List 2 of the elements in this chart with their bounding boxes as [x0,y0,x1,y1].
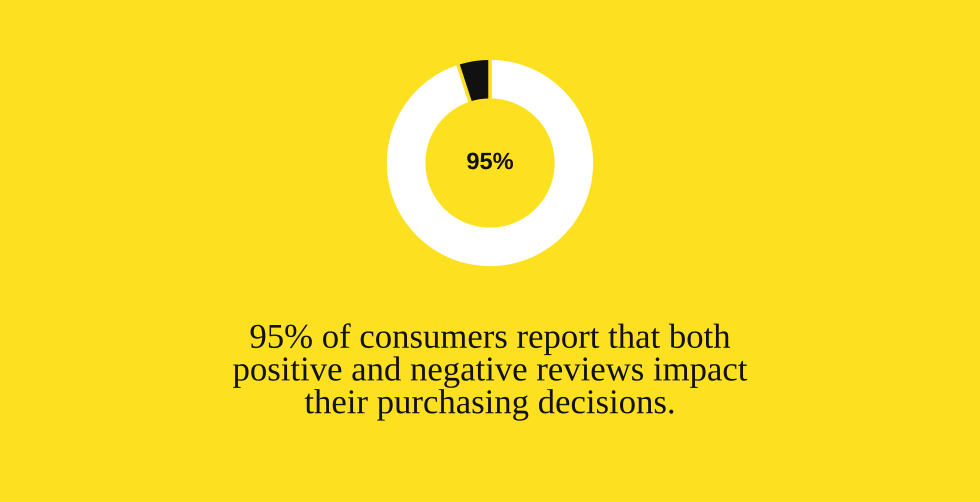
text: 95% [467,152,514,170]
text: 95% of consumers report that both positive and negative reviews impact their purchasing decisions. [233,323,748,421]
